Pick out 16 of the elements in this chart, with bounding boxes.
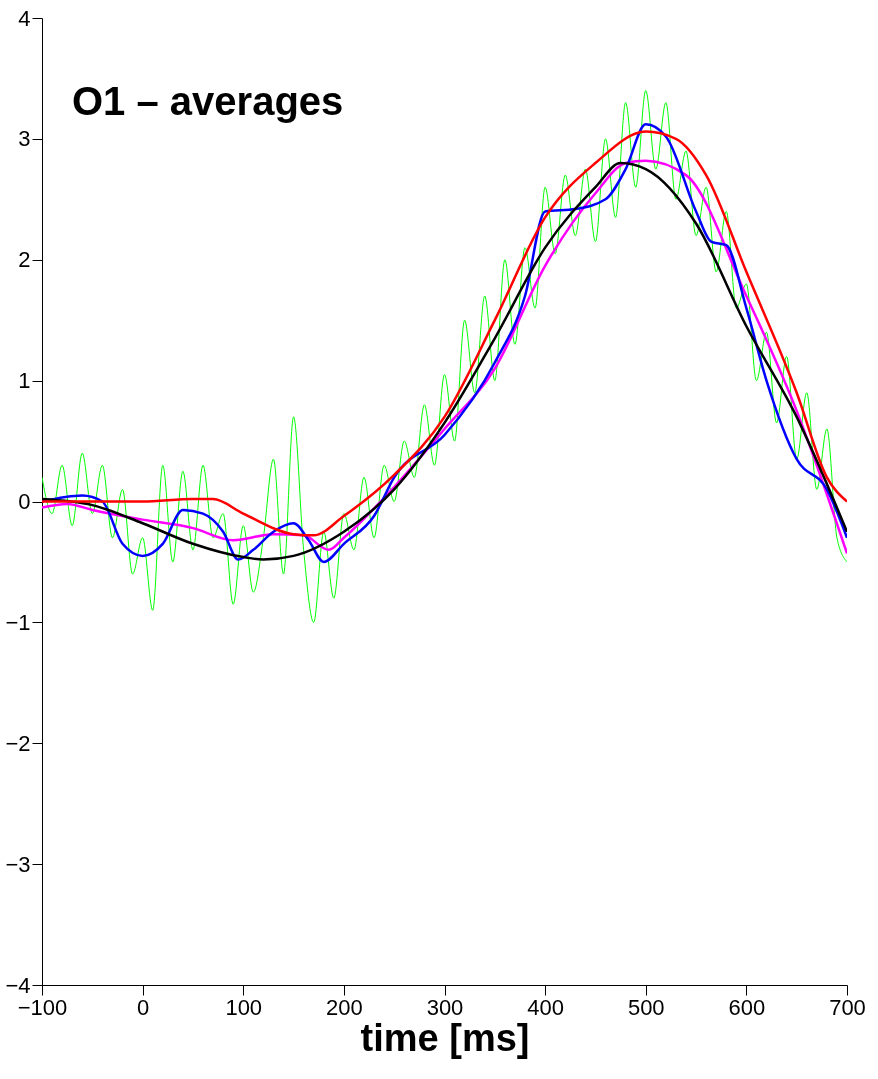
- y-tick-label: 0: [18, 489, 31, 514]
- x-tick-label: 200: [326, 994, 363, 1020]
- x-tick-label: 500: [627, 994, 665, 1020]
- y-tick-label: 2: [18, 247, 31, 273]
- y-tick-label: 1: [18, 368, 31, 394]
- x-tick-label: 600: [728, 994, 766, 1020]
- y-tick-label: 4: [18, 5, 31, 31]
- annotation: O1 – averages: [72, 79, 344, 123]
- y-tick-label: −3: [5, 851, 31, 877]
- y-tick-label: −1: [5, 609, 31, 635]
- y-tick-label: 3: [18, 126, 31, 152]
- x-tick-label: 400: [527, 994, 564, 1020]
- x-tick-label: 0: [137, 994, 150, 1020]
- x-tick-label: 100: [225, 994, 263, 1020]
- y-tick-label: −2: [5, 730, 31, 756]
- x-tick-label: 700: [829, 994, 866, 1020]
